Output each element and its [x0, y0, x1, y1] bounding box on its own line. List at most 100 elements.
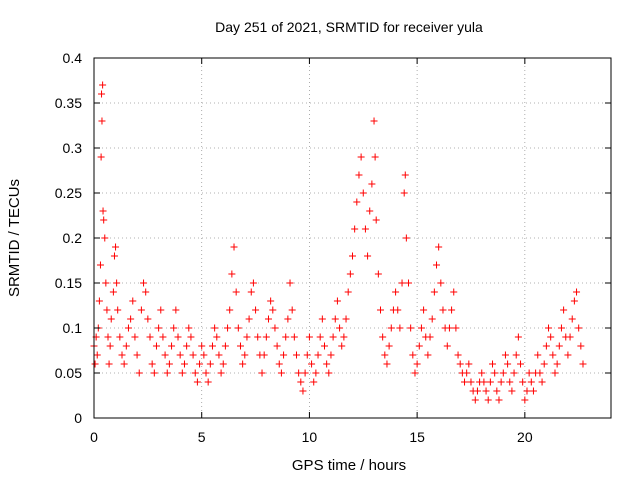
data-point — [133, 351, 141, 359]
data-point — [512, 351, 520, 359]
data-point — [527, 378, 535, 386]
data-point — [553, 360, 561, 368]
data-point — [482, 387, 490, 395]
data-point — [349, 252, 356, 260]
data-point — [99, 81, 107, 89]
data-point — [142, 288, 150, 296]
data-point — [114, 306, 122, 314]
data-point — [508, 387, 516, 395]
data-point — [137, 306, 145, 314]
data-point — [152, 342, 160, 350]
data-point — [329, 333, 337, 341]
data-point — [221, 342, 229, 350]
data-point — [303, 351, 311, 359]
data-point — [514, 333, 522, 341]
data-point — [254, 333, 262, 341]
data-point — [316, 333, 324, 341]
data-point — [140, 279, 148, 287]
data-point — [96, 261, 104, 269]
data-point — [189, 351, 197, 359]
data-point — [226, 306, 234, 314]
data-point — [415, 342, 423, 350]
data-point — [122, 342, 130, 350]
data-point — [234, 324, 242, 332]
data-point — [437, 279, 445, 287]
y-tick-label: 0.15 — [55, 275, 82, 291]
data-point — [351, 225, 359, 233]
data-point — [314, 351, 322, 359]
data-point — [258, 369, 266, 377]
data-point — [135, 369, 143, 377]
data-point — [540, 360, 548, 368]
data-point — [342, 315, 350, 323]
data-point — [400, 189, 408, 197]
data-point — [359, 189, 367, 197]
data-point — [478, 369, 486, 377]
data-point — [355, 171, 363, 179]
data-point — [219, 360, 227, 368]
data-point — [568, 315, 576, 323]
data-point — [159, 333, 167, 341]
data-point — [405, 279, 413, 287]
data-point — [497, 378, 505, 386]
data-point — [305, 333, 313, 341]
data-point — [252, 306, 260, 314]
data-point — [480, 378, 488, 386]
data-point — [193, 378, 201, 386]
data-point — [292, 351, 300, 359]
data-point — [428, 315, 436, 323]
data-point — [208, 342, 216, 350]
y-axis-label: SRMTID / TECUs — [6, 179, 23, 297]
y-tick-label: 0.05 — [55, 365, 82, 381]
data-point — [398, 279, 406, 287]
data-point — [204, 378, 212, 386]
data-point — [297, 378, 305, 386]
data-point — [178, 369, 186, 377]
x-tick-label: 10 — [302, 429, 318, 445]
data-point — [146, 333, 154, 341]
data-point — [499, 369, 507, 377]
data-point — [484, 396, 492, 404]
data-point — [249, 279, 257, 287]
data-point — [361, 225, 369, 233]
data-point — [275, 360, 283, 368]
data-point — [165, 360, 173, 368]
data-point — [211, 324, 219, 332]
data-point — [549, 351, 557, 359]
data-point — [290, 333, 298, 341]
data-point — [163, 369, 171, 377]
data-point — [495, 396, 503, 404]
data-point — [176, 351, 184, 359]
data-point — [525, 369, 533, 377]
data-point — [433, 261, 441, 269]
x-tick-label: 0 — [90, 429, 98, 445]
data-point — [534, 351, 542, 359]
data-point — [112, 243, 120, 251]
data-point — [148, 360, 156, 368]
data-point — [344, 288, 352, 296]
data-points — [90, 81, 587, 404]
data-point — [269, 306, 277, 314]
data-point — [247, 288, 255, 296]
data-point — [109, 288, 117, 296]
data-point — [424, 351, 432, 359]
tick-labels: 0 5 10 15 20 0 0.05 0.1 0.15 0.2 0.25 0.3 0.35 0.4 — [55, 50, 533, 445]
data-point — [100, 216, 108, 224]
data-point — [144, 315, 152, 323]
data-point — [523, 387, 531, 395]
data-point — [401, 171, 409, 179]
data-point — [196, 360, 204, 368]
data-point — [277, 369, 285, 377]
data-point — [267, 297, 275, 305]
data-point — [577, 342, 585, 350]
data-point — [333, 297, 341, 305]
data-point — [224, 324, 232, 332]
x-axis-label: GPS time / hours — [292, 457, 406, 474]
data-point — [439, 306, 447, 314]
data-point — [463, 369, 471, 377]
y-tick-label: 0.25 — [55, 185, 82, 201]
data-point — [529, 387, 537, 395]
data-point — [318, 315, 326, 323]
data-point — [340, 333, 348, 341]
data-point — [131, 333, 139, 341]
